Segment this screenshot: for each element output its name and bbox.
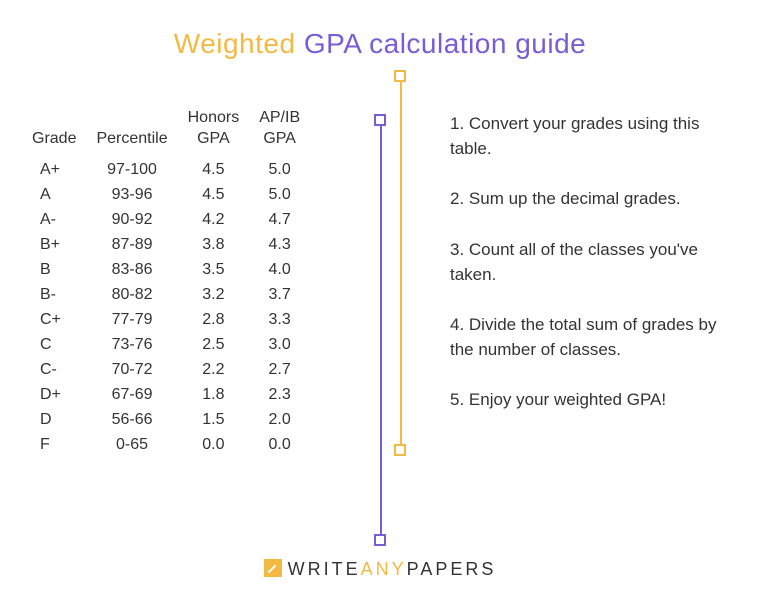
table-cell: 3.5 xyxy=(178,258,250,283)
table-header-row: Grade Percentile Honors GPA AP/IB GPA xyxy=(22,108,310,158)
table-cell: 5.0 xyxy=(249,183,310,208)
table-row: C+77-792.83.3 xyxy=(22,308,310,333)
table-cell: 2.2 xyxy=(178,358,250,383)
table-cell: F xyxy=(22,433,86,458)
steps-list: 1. Convert your grades using this table.… xyxy=(420,80,720,458)
gpa-table-area: Grade Percentile Honors GPA AP/IB GPA A+… xyxy=(0,80,360,458)
table-cell: B xyxy=(22,258,86,283)
table-cell: 2.5 xyxy=(178,333,250,358)
table-row: B83-863.54.0 xyxy=(22,258,310,283)
step-item: 4. Divide the total sum of grades by the… xyxy=(450,313,720,362)
table-cell: C- xyxy=(22,358,86,383)
table-row: B-80-823.23.7 xyxy=(22,283,310,308)
table-cell: 73-76 xyxy=(86,333,177,358)
table-cell: 4.0 xyxy=(249,258,310,283)
title-rest: calculation guide xyxy=(369,28,586,59)
divider-line-yellow xyxy=(400,75,402,450)
table-cell: 77-79 xyxy=(86,308,177,333)
page-title: Weighted GPA calculation guide xyxy=(0,0,760,60)
table-cell: 0.0 xyxy=(249,433,310,458)
title-gpa: GPA xyxy=(304,28,361,59)
table-cell: 3.2 xyxy=(178,283,250,308)
table-cell: A+ xyxy=(22,158,86,183)
col-grade: Grade xyxy=(22,108,86,158)
divider-square-yellow-bottom xyxy=(394,444,406,456)
table-cell: 4.2 xyxy=(178,208,250,233)
table-cell: 56-66 xyxy=(86,408,177,433)
table-cell: 83-86 xyxy=(86,258,177,283)
footer-brand: WRITEANYPAPERS xyxy=(0,559,760,580)
col-percentile: Percentile xyxy=(86,108,177,158)
table-row: A93-964.55.0 xyxy=(22,183,310,208)
divider-square-yellow-top xyxy=(394,70,406,82)
table-cell: A xyxy=(22,183,86,208)
divider-square-purple-bottom xyxy=(374,534,386,546)
pencil-icon xyxy=(264,559,282,577)
table-cell: 4.5 xyxy=(178,158,250,183)
table-cell: 3.8 xyxy=(178,233,250,258)
title-weighted: Weighted xyxy=(174,28,296,59)
table-cell: 3.0 xyxy=(249,333,310,358)
table-cell: A- xyxy=(22,208,86,233)
footer-write: WRITE xyxy=(288,559,361,579)
table-cell: 0.0 xyxy=(178,433,250,458)
vertical-dividers xyxy=(360,80,420,458)
table-row: D+67-691.82.3 xyxy=(22,383,310,408)
table-cell: 87-89 xyxy=(86,233,177,258)
table-cell: 2.3 xyxy=(249,383,310,408)
gpa-table: Grade Percentile Honors GPA AP/IB GPA A+… xyxy=(22,108,310,458)
table-cell: 70-72 xyxy=(86,358,177,383)
table-cell: 1.5 xyxy=(178,408,250,433)
table-cell: 4.5 xyxy=(178,183,250,208)
table-row: A+97-1004.55.0 xyxy=(22,158,310,183)
table-cell: 5.0 xyxy=(249,158,310,183)
table-cell: 97-100 xyxy=(86,158,177,183)
table-cell: 93-96 xyxy=(86,183,177,208)
table-cell: B+ xyxy=(22,233,86,258)
table-cell: D xyxy=(22,408,86,433)
table-cell: 3.3 xyxy=(249,308,310,333)
col-apib: AP/IB GPA xyxy=(249,108,310,158)
table-row: B+87-893.84.3 xyxy=(22,233,310,258)
divider-line-purple xyxy=(380,120,382,540)
step-item: 2. Sum up the decimal grades. xyxy=(450,187,720,212)
table-cell: D+ xyxy=(22,383,86,408)
step-item: 1. Convert your grades using this table. xyxy=(450,112,720,161)
table-cell: 2.7 xyxy=(249,358,310,383)
table-cell: 90-92 xyxy=(86,208,177,233)
table-cell: 4.3 xyxy=(249,233,310,258)
table-cell: B- xyxy=(22,283,86,308)
table-cell: 67-69 xyxy=(86,383,177,408)
table-cell: 0-65 xyxy=(86,433,177,458)
table-cell: 1.8 xyxy=(178,383,250,408)
content-row: Grade Percentile Honors GPA AP/IB GPA A+… xyxy=(0,60,760,458)
table-cell: C+ xyxy=(22,308,86,333)
step-item: 5. Enjoy your weighted GPA! xyxy=(450,388,720,413)
table-cell: C xyxy=(22,333,86,358)
table-row: C73-762.53.0 xyxy=(22,333,310,358)
table-cell: 80-82 xyxy=(86,283,177,308)
table-cell: 2.0 xyxy=(249,408,310,433)
table-cell: 4.7 xyxy=(249,208,310,233)
col-honors: Honors GPA xyxy=(178,108,250,158)
table-cell: 3.7 xyxy=(249,283,310,308)
table-row: A-90-924.24.7 xyxy=(22,208,310,233)
footer-any: ANY xyxy=(361,559,407,579)
table-cell: 2.8 xyxy=(178,308,250,333)
step-item: 3. Count all of the classes you've taken… xyxy=(450,238,720,287)
table-row: C-70-722.22.7 xyxy=(22,358,310,383)
divider-square-purple-top xyxy=(374,114,386,126)
table-row: D56-661.52.0 xyxy=(22,408,310,433)
footer-papers: PAPERS xyxy=(407,559,497,579)
table-row: F0-650.00.0 xyxy=(22,433,310,458)
